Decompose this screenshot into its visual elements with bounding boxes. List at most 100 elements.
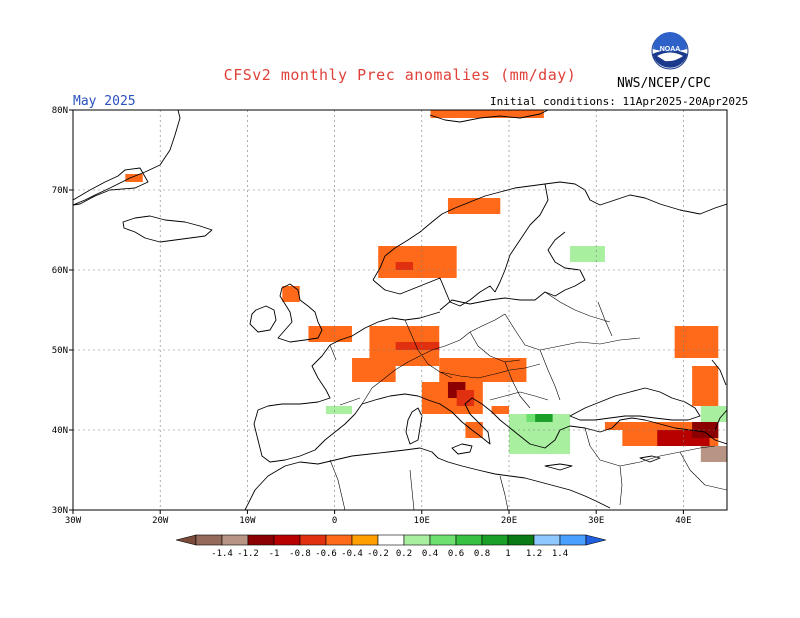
colorbar-swatch: [403, 534, 431, 546]
lon-tick-label: 10E: [414, 516, 430, 526]
greenland-coast: [73, 110, 181, 206]
colorbar-label: -0.8: [289, 549, 311, 559]
anomaly-layer: [125, 110, 727, 486]
country-borders: [329, 291, 727, 510]
scandinavia-coast: [372, 181, 727, 307]
anomaly-turkey-east: [692, 422, 719, 438]
lat-tick-label: 50N: [52, 346, 68, 356]
colorbar-label: 1: [505, 549, 510, 559]
colorbar-swatch: [481, 534, 509, 546]
forecast-month: May 2025: [73, 94, 136, 109]
colorbar-label: -0.2: [367, 549, 389, 559]
anomaly-russia-north: [604, 246, 719, 270]
colorbar-label: 1.2: [526, 549, 542, 559]
colorbar-end-high: [585, 534, 607, 546]
anomaly-france-east: [352, 358, 396, 382]
colorbar-swatch: [195, 534, 223, 546]
plot-frame: [72, 109, 728, 511]
colorbar-label: 1.4: [552, 549, 568, 559]
lon-tick-label: 10W: [239, 516, 256, 526]
colorbar-swatch: [377, 534, 405, 546]
anomaly-norway-north: [447, 198, 501, 214]
noaa-logo: NOAA: [651, 32, 689, 70]
noaa-logo-text: NOAA: [660, 46, 681, 53]
colorbar-label: 0.4: [422, 549, 438, 559]
anomaly-svalbard-fringe: [430, 110, 544, 118]
lat-tick-label: 60N: [52, 266, 68, 276]
iceland-coast: [122, 215, 213, 243]
anomaly-belarus: [622, 326, 640, 342]
lat-tick-label: 80N: [52, 106, 68, 116]
europe-mainland-coast: [253, 311, 727, 463]
lon-tick-label: 30W: [65, 516, 82, 526]
ireland-coast: [249, 305, 277, 333]
colorbar-label: 0.8: [474, 549, 490, 559]
anomaly-bulgaria: [535, 414, 553, 422]
baltic-coast: [439, 231, 586, 311]
colorbar-swatch: [325, 534, 353, 546]
anomaly-alps-east: [439, 358, 527, 382]
axis-ticks: 30W 20W 10W 0 10E 20E 30E 40E 30N 40N 50N 60N 70N 80N: [52, 106, 692, 526]
crete: [544, 463, 573, 471]
corsica-sardinia: [405, 407, 423, 445]
anomaly-north-africa: [334, 470, 405, 486]
anomaly-ukraine-east: [674, 326, 719, 358]
anomaly-scotland: [282, 286, 300, 302]
colorbar-label: 0.2: [396, 549, 412, 559]
colorbar-swatch: [455, 534, 483, 546]
north-africa-coast: [244, 447, 611, 510]
colorbar-label: -1.4: [211, 549, 233, 559]
anomaly-balkans: [491, 406, 509, 414]
sicily: [451, 443, 473, 455]
lat-tick-label: 30N: [52, 506, 68, 516]
lon-tick-label: 20E: [501, 516, 517, 526]
cyprus: [639, 455, 661, 463]
colorbar-label: -1: [269, 549, 280, 559]
colorbar-swatch: [559, 534, 587, 546]
anomaly-iberia-center: [299, 422, 326, 446]
britain-coast: [277, 283, 323, 343]
colorbar-label: 0.6: [448, 549, 464, 559]
anomaly-caucasus-south: [700, 446, 727, 462]
lon-tick-label: 0: [332, 516, 337, 526]
anomaly-aegean-east: [587, 430, 623, 446]
anomaly-greenland-tip: [125, 174, 143, 182]
anomaly-karelia: [570, 246, 605, 262]
colorbar-swatch: [221, 534, 249, 546]
lat-tick-label: 40N: [52, 426, 68, 436]
colorbar-swatch: [533, 534, 561, 546]
anomaly-norway-south: [378, 246, 457, 278]
colorbar-swatch: [299, 534, 327, 546]
agency-label: NWS/NCEP/CPC: [617, 76, 711, 91]
colorbar-swatch: [507, 534, 535, 546]
caspian-coast: [711, 359, 727, 431]
anomaly-iberia-north: [325, 406, 353, 414]
anomaly-england: [308, 326, 353, 342]
anomaly-baltic: [561, 278, 597, 302]
initial-conditions: Initial conditions: 11Apr2025-20Apr2025: [490, 95, 749, 108]
lat-tick-label: 70N: [52, 186, 68, 196]
anomaly-russia-south: [692, 366, 719, 406]
lon-tick-label: 40E: [675, 516, 691, 526]
colorbar-end-low: [175, 534, 197, 546]
anomaly-poland: [465, 326, 527, 342]
lon-tick-label: 30E: [588, 516, 604, 526]
colorbar-swatch: [273, 534, 301, 546]
coastlines: [73, 110, 727, 510]
black-sea-coast: [569, 387, 701, 421]
page-title: CFSv2 monthly Prec anomalies (mm/day): [223, 66, 577, 84]
colorbar-label: -0.6: [315, 549, 337, 559]
anomaly-norway-core: [395, 262, 414, 270]
graticule: [73, 110, 727, 510]
colorbar-label: -1.2: [237, 549, 259, 559]
anomaly-russia-central: [665, 310, 701, 326]
lon-tick-label: 20W: [152, 516, 169, 526]
anomaly-italy-adriatic: [456, 390, 475, 406]
colorbar-label: -0.4: [341, 549, 363, 559]
colorbar-swatch: [429, 534, 457, 546]
colorbar-swatch: [351, 534, 379, 546]
colorbar-swatch: [247, 534, 275, 546]
anomaly-germany-core: [395, 342, 440, 350]
svalbard-coast: [429, 110, 549, 123]
